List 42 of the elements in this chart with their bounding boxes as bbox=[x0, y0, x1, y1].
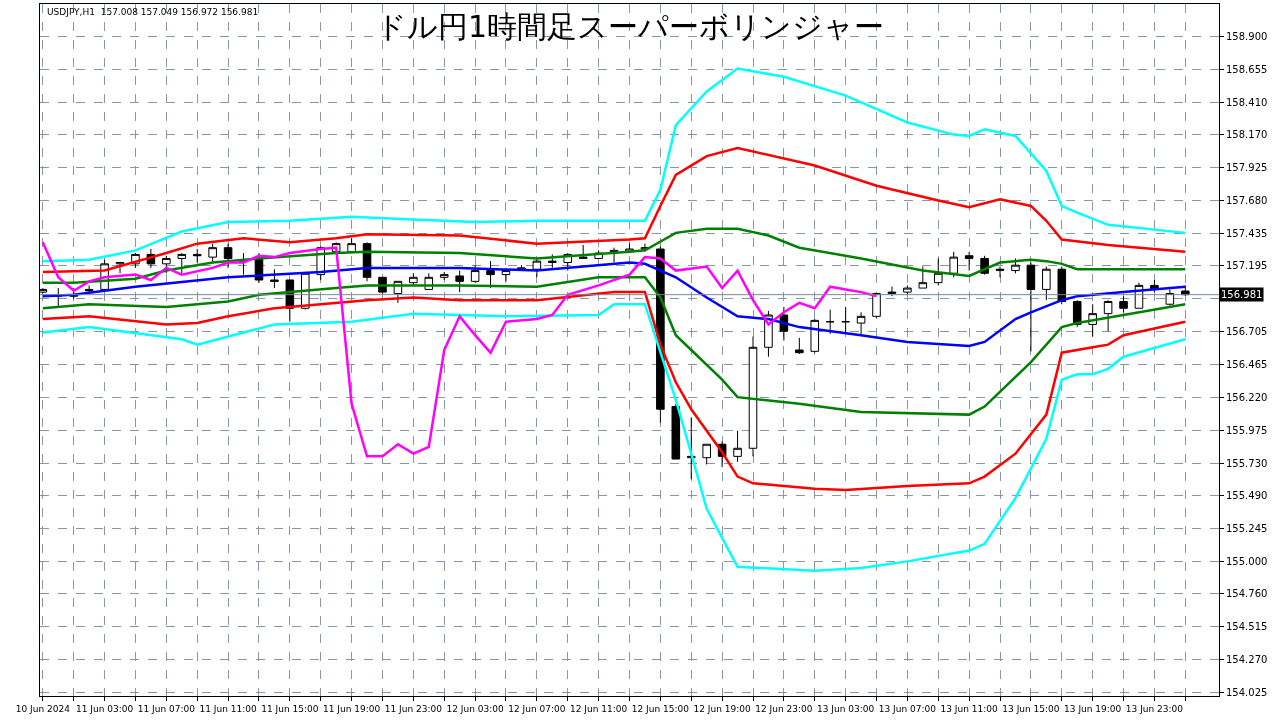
y-tick-label: 158.900 bbox=[1226, 30, 1268, 42]
y-tick-label: 158.655 bbox=[1226, 63, 1268, 75]
x-tick-label: 10 Jun 2024 bbox=[15, 703, 71, 714]
x-tick-label: 12 Jun 07:00 bbox=[508, 703, 566, 714]
x-tick-label: 13 Jun 23:00 bbox=[1125, 703, 1184, 714]
x-tick-label: 12 Jun 23:00 bbox=[755, 703, 813, 714]
y-tick-label: 154.515 bbox=[1226, 621, 1268, 633]
x-tick-label: 12 Jun 11:00 bbox=[570, 703, 628, 714]
x-tick-label: 11 Jun 19:00 bbox=[323, 703, 381, 714]
y-tick-label: 156.465 bbox=[1226, 358, 1268, 370]
y-tick-label: 155.975 bbox=[1226, 424, 1268, 436]
x-tick-label: 11 Jun 03:00 bbox=[76, 703, 134, 714]
annotation: USDJPY,H1 157.008 157.049 156.972 156.981 bbox=[47, 7, 259, 17]
x-tick-label: 13 Jun 19:00 bbox=[1064, 703, 1122, 714]
y-tick-label: 154.760 bbox=[1226, 588, 1268, 600]
x-tick-label: 13 Jun 03:00 bbox=[817, 703, 875, 714]
y-tick-label: 155.730 bbox=[1226, 457, 1268, 469]
y-tick-label: 154.025 bbox=[1226, 687, 1268, 699]
y-tick-label: 157.680 bbox=[1226, 195, 1268, 207]
y-tick-label: 157.435 bbox=[1226, 228, 1268, 240]
y-tick-label: 155.245 bbox=[1226, 522, 1268, 534]
x-tick-label: 11 Jun 15:00 bbox=[261, 703, 319, 714]
y-tick-label: 158.410 bbox=[1226, 96, 1268, 108]
y-tick-label: 156.220 bbox=[1226, 391, 1268, 403]
x-tick-label: 13 Jun 11:00 bbox=[940, 703, 998, 714]
y-tick-label: 157.195 bbox=[1226, 260, 1268, 272]
y-tick-label: 158.170 bbox=[1226, 129, 1268, 141]
x-tick-label: 13 Jun 07:00 bbox=[878, 703, 937, 714]
x-tick-label: 11 Jun 11:00 bbox=[199, 703, 257, 714]
ref-line-label: 156.981 bbox=[1221, 289, 1263, 300]
x-tick-label: 12 Jun 19:00 bbox=[693, 703, 751, 714]
x-tick-label: 11 Jun 07:00 bbox=[137, 703, 196, 714]
x-tick-label: 12 Jun 15:00 bbox=[631, 703, 690, 714]
x-tick-label: 11 Jun 23:00 bbox=[384, 703, 443, 714]
x-tick-label: 13 Jun 15:00 bbox=[1002, 703, 1060, 714]
y-tick-label: 156.705 bbox=[1226, 326, 1268, 338]
x-tick-label: 12 Jun 03:00 bbox=[446, 703, 504, 714]
y-tick-label: 155.490 bbox=[1226, 489, 1268, 501]
y-tick-label: 157.925 bbox=[1226, 162, 1268, 174]
chart-title: ドル円1時間足スーパーボリンジャー bbox=[376, 9, 885, 44]
y-tick-label: 155.000 bbox=[1226, 555, 1268, 567]
y-tick-label: 154.270 bbox=[1226, 654, 1268, 666]
